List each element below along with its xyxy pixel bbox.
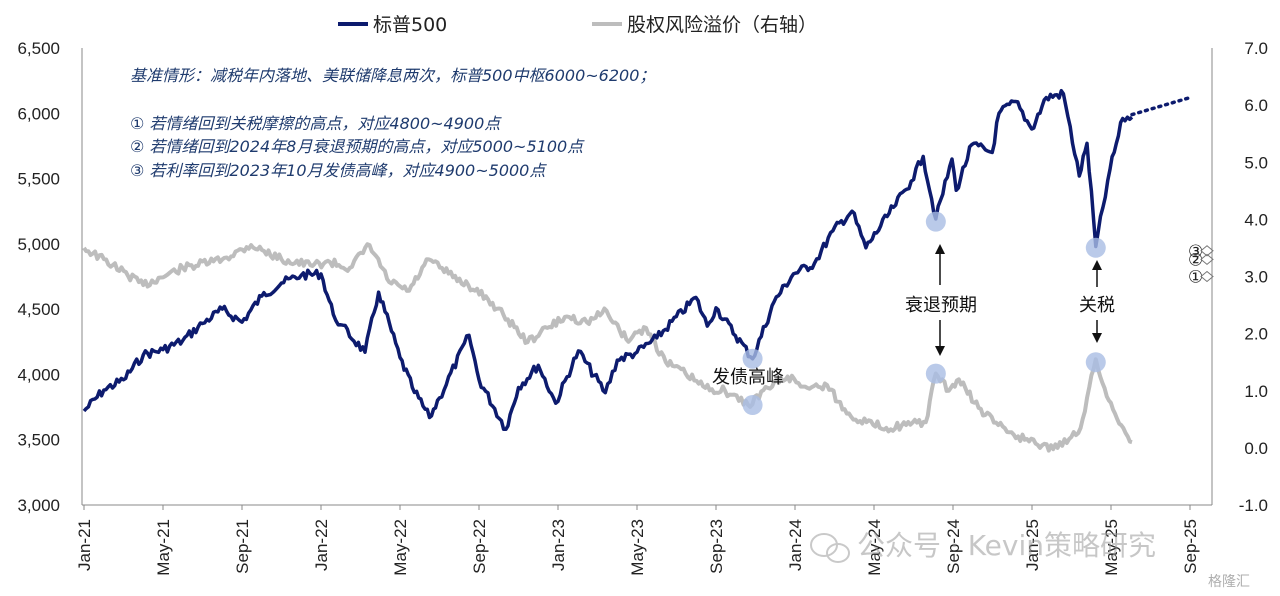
note-line-4: ③ 若利率回到2023年10月发债高峰，对应4900~5000点	[130, 161, 547, 180]
y-tick-right: 5.0	[1244, 153, 1268, 172]
scenario-marker-diamond	[1200, 245, 1214, 257]
highlight-point	[1085, 352, 1106, 373]
x-tick-label: Sep-25	[1181, 519, 1200, 574]
x-tick-label: Jan-22	[312, 519, 331, 571]
arrowhead-up-tariff	[1092, 260, 1102, 270]
scenario-marker-label: ③	[1188, 242, 1203, 261]
series-line-erp	[82, 242, 1133, 453]
note-line-3: ② 若情绪回到2024年8月衰退预期的高点，对应5000~5100点	[130, 137, 585, 156]
scenario-markers: ③②①	[1188, 242, 1214, 287]
y-tick-left: 6,500	[17, 39, 60, 58]
y-tick-left: 5,000	[17, 235, 60, 254]
y-tick-left: 4,500	[17, 300, 60, 319]
annotation-tariff-label: 关税	[1079, 295, 1115, 316]
note-line-1: 基准情形：减税年内落地、美联储降息两次，标普500中枢6000~6200；	[130, 66, 655, 85]
x-tick-label: Sep-22	[470, 519, 489, 574]
x-tick-label: Jan-24	[786, 519, 805, 571]
scenario-marker-diamond	[1200, 270, 1214, 283]
highlight-point	[742, 395, 763, 416]
wechat-icon	[810, 533, 850, 563]
y-tick-right: 0.0	[1244, 439, 1268, 458]
y-tick-right: -1.0	[1239, 496, 1268, 515]
x-tick-label: May-22	[391, 519, 410, 576]
legend-label-spx: 标普500	[373, 14, 447, 36]
scenario-marker-label: ①	[1188, 268, 1203, 287]
arrowhead-up-recession	[935, 244, 945, 254]
x-tick-label: May-24	[865, 519, 884, 576]
legend-label-erp: 股权风险溢价（右轴）	[627, 14, 817, 36]
y-tick-left: 4,000	[17, 365, 60, 384]
x-tick-label: May-23	[628, 519, 647, 576]
highlight-point	[1085, 237, 1106, 258]
watermark: 公众号 · Kevin策略研究 格隆汇	[810, 529, 1250, 590]
y-tick-right: 4.0	[1244, 210, 1268, 229]
y-tick-right: 1.0	[1244, 382, 1268, 401]
scenario-marker-diamond	[1200, 253, 1214, 266]
y-tick-right: 3.0	[1244, 268, 1268, 287]
highlight-point	[925, 363, 946, 384]
arrowhead-down-tariff	[1092, 333, 1102, 343]
y-tick-right: 6.0	[1244, 96, 1268, 115]
watermark-text: 公众号 · Kevin策略研究	[857, 529, 1156, 562]
highlight-point	[925, 211, 946, 232]
annotation-bond-peak-label: 发债高峰	[712, 367, 784, 388]
annotation-recession: 衰退预期	[905, 244, 977, 356]
scenario-note: 基准情形：减税年内落地、美联储降息两次，标普500中枢6000~6200； ① …	[130, 66, 655, 180]
y-tick-left: 3,000	[17, 496, 60, 515]
legend: 标普500 股权风险溢价（右轴）	[338, 14, 817, 36]
x-tick-label: Sep-24	[944, 519, 963, 574]
annotation-recession-label: 衰退预期	[905, 295, 977, 316]
y-tick-left: 3,500	[17, 431, 60, 450]
x-tick-label: Sep-21	[233, 519, 252, 574]
y-tick-right: 2.0	[1244, 325, 1268, 344]
series-line-forecast	[1130, 95, 1192, 117]
y-tick-left: 5,500	[17, 170, 60, 189]
x-tick-label: Jan-25	[1023, 519, 1042, 571]
y-tick-right: 7.0	[1244, 39, 1268, 58]
highlight-points	[742, 211, 1106, 416]
annotation-tariff: 关税	[1079, 260, 1115, 343]
y-tick-left: 6,000	[17, 104, 60, 123]
y-ticks-right: -1.0 0.0 1.0 2.0 3.0 4.0 5.0 6.0 7.0	[1239, 39, 1268, 515]
note-line-2: ① 若情绪回到关税摩擦的高点，对应4800~4900点	[130, 114, 502, 133]
scenario-marker-label: ②	[1188, 250, 1203, 269]
x-tick-label: May-25	[1102, 519, 1121, 576]
highlight-point	[742, 348, 763, 369]
watermark-corner: 格隆汇	[1208, 574, 1250, 590]
x-tick-label: Sep-23	[707, 519, 726, 574]
x-tick-label: Jan-21	[75, 519, 94, 571]
x-tick-label: Jan-23	[549, 519, 568, 571]
arrowhead-down-recession	[935, 346, 945, 356]
x-tick-label: May-21	[154, 519, 173, 576]
annotation-bond-peak: 发债高峰	[712, 367, 784, 388]
x-ticks: Jan-21 May-21 Sep-21 Jan-22 May-22 Sep-22 Jan-…	[75, 505, 1200, 576]
y-ticks-left: 3,000 3,500 4,000 4,500 5,000 5,500 6,000 6,500	[17, 39, 60, 515]
series-line-spx	[82, 88, 1134, 432]
